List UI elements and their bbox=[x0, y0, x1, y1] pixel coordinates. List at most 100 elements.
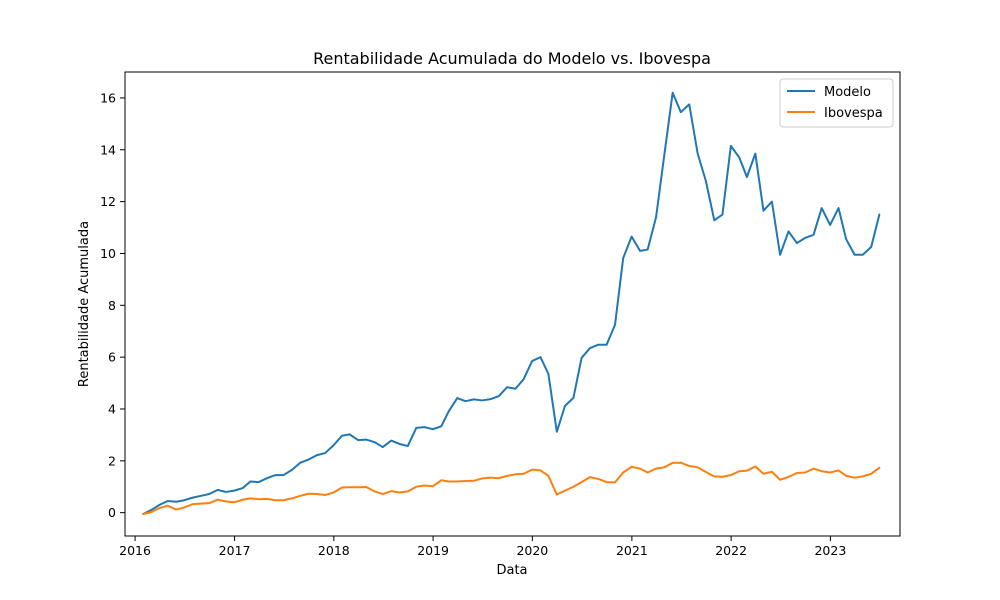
data-point-modelo bbox=[762, 210, 765, 212]
data-point-ibovespa bbox=[208, 502, 210, 504]
data-point-ibovespa bbox=[680, 462, 682, 464]
data-point-modelo bbox=[307, 458, 310, 461]
y-tick-label: 16 bbox=[100, 90, 116, 105]
data-point-ibovespa bbox=[771, 471, 773, 473]
data-point-ibovespa bbox=[489, 477, 492, 479]
data-point-ibovespa bbox=[249, 497, 251, 500]
y-tick-label: 6 bbox=[108, 350, 116, 365]
data-point-ibovespa bbox=[547, 475, 549, 477]
data-point-ibovespa bbox=[605, 481, 608, 483]
data-point-ibovespa bbox=[796, 472, 798, 474]
data-point-ibovespa bbox=[357, 486, 359, 488]
data-point-modelo bbox=[787, 230, 790, 233]
x-axis-ticks: 2016 2017 2018 2019 2020 2021 2022 2023 bbox=[119, 536, 846, 558]
data-point-modelo bbox=[407, 445, 409, 447]
data-point-modelo bbox=[564, 405, 566, 407]
data-point-ibovespa bbox=[589, 476, 591, 478]
data-point-modelo bbox=[415, 427, 417, 429]
data-point-ibovespa bbox=[481, 477, 483, 480]
data-point-modelo bbox=[829, 224, 831, 226]
data-point-modelo bbox=[539, 356, 542, 358]
data-point-modelo bbox=[697, 153, 699, 155]
y-tick-label: 10 bbox=[100, 246, 116, 261]
data-point-modelo bbox=[158, 504, 161, 506]
data-point-modelo bbox=[597, 344, 600, 346]
data-point-ibovespa bbox=[242, 499, 244, 501]
data-point-ibovespa bbox=[705, 471, 707, 473]
data-point-modelo bbox=[382, 446, 384, 448]
series-line-modelo bbox=[142, 91, 881, 515]
data-point-modelo bbox=[208, 493, 210, 495]
data-point-modelo bbox=[506, 386, 508, 388]
data-point-modelo bbox=[217, 489, 219, 491]
data-point-ibovespa bbox=[845, 475, 847, 477]
data-point-modelo bbox=[258, 481, 260, 483]
data-point-modelo bbox=[332, 444, 335, 446]
data-point-modelo bbox=[837, 207, 840, 209]
data-point-ibovespa bbox=[746, 470, 748, 472]
data-point-modelo bbox=[299, 462, 301, 464]
data-point-ibovespa bbox=[878, 467, 880, 469]
data-point-ibovespa bbox=[266, 498, 268, 500]
data-point-ibovespa bbox=[374, 490, 376, 493]
legend-label-ibovespa: Ibovespa bbox=[824, 106, 883, 121]
x-tick-label: 2022 bbox=[715, 543, 747, 558]
data-point-modelo bbox=[870, 246, 872, 248]
data-point-modelo bbox=[481, 399, 483, 402]
plot-frame bbox=[124, 71, 901, 537]
data-point-modelo bbox=[233, 490, 235, 492]
data-point-modelo bbox=[821, 207, 823, 209]
y-tick-label: 4 bbox=[108, 401, 116, 416]
data-point-modelo bbox=[291, 469, 293, 471]
data-point-modelo bbox=[183, 499, 185, 501]
data-point-modelo bbox=[423, 426, 425, 428]
data-point-modelo bbox=[324, 452, 326, 454]
data-point-ibovespa bbox=[639, 468, 641, 470]
data-point-modelo bbox=[523, 378, 525, 380]
data-point-modelo bbox=[705, 180, 707, 182]
series-line-ibovespa bbox=[142, 461, 881, 515]
x-tick-label: 2020 bbox=[516, 543, 548, 558]
data-point-modelo bbox=[639, 250, 641, 252]
data-point-ibovespa bbox=[531, 469, 533, 471]
data-point-ibovespa bbox=[258, 498, 260, 500]
data-point-modelo bbox=[672, 92, 674, 94]
data-point-ibovespa bbox=[539, 469, 542, 472]
data-point-modelo bbox=[374, 441, 376, 443]
data-point-modelo bbox=[473, 398, 475, 400]
series-lines bbox=[142, 91, 881, 515]
data-point-ibovespa bbox=[663, 466, 665, 468]
data-point-modelo bbox=[448, 410, 450, 412]
data-point-modelo bbox=[242, 487, 244, 489]
data-point-modelo bbox=[580, 357, 583, 359]
y-tick-label: 2 bbox=[108, 453, 116, 468]
data-point-ibovespa bbox=[407, 490, 409, 493]
x-axis-label: Data bbox=[496, 563, 527, 578]
data-point-modelo bbox=[192, 497, 194, 499]
data-point-ibovespa bbox=[688, 465, 690, 467]
data-point-ibovespa bbox=[456, 480, 458, 483]
data-point-ibovespa bbox=[837, 469, 840, 472]
data-point-modelo bbox=[349, 433, 351, 435]
data-point-ibovespa bbox=[349, 486, 351, 488]
data-point-modelo bbox=[572, 397, 575, 399]
data-point-modelo bbox=[721, 213, 724, 216]
data-point-ibovespa bbox=[622, 471, 624, 474]
data-point-ibovespa bbox=[167, 505, 169, 507]
data-point-modelo bbox=[878, 213, 880, 216]
data-point-ibovespa bbox=[572, 486, 575, 488]
data-point-modelo bbox=[622, 257, 624, 259]
data-point-ibovespa bbox=[291, 497, 293, 500]
data-point-ibovespa bbox=[787, 476, 790, 478]
data-point-modelo bbox=[225, 491, 227, 493]
data-point-modelo bbox=[738, 156, 740, 159]
data-point-modelo bbox=[531, 360, 533, 362]
data-point-ibovespa bbox=[192, 503, 194, 505]
data-point-ibovespa bbox=[514, 473, 517, 475]
x-tick-label: 2017 bbox=[219, 543, 251, 558]
y-tick-label: 8 bbox=[108, 298, 116, 313]
data-point-ibovespa bbox=[556, 493, 558, 496]
data-point-ibovespa bbox=[655, 468, 657, 470]
data-point-modelo bbox=[779, 254, 781, 256]
